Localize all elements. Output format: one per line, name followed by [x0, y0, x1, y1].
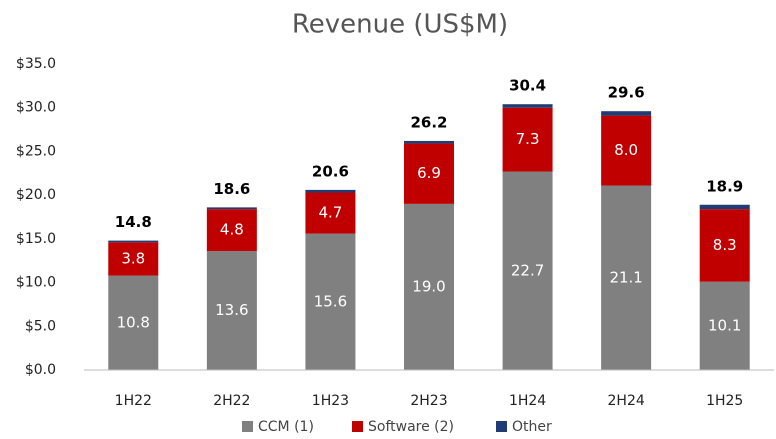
- data-label: 7.3: [516, 130, 540, 148]
- y-tick-label: $10.0: [16, 275, 56, 291]
- bar-segment: [601, 185, 652, 370]
- bar-segment: [699, 281, 750, 370]
- bar-segment: [502, 104, 553, 108]
- data-label: 10.8: [117, 313, 150, 331]
- total-label: 20.6: [312, 162, 349, 180]
- y-tick-label: $5.0: [25, 318, 56, 334]
- data-label: 21.1: [609, 268, 642, 286]
- data-label: 4.7: [318, 204, 342, 222]
- bar-segment: [305, 233, 356, 370]
- bar-segment: [404, 140, 454, 144]
- bar-segment: [601, 111, 652, 116]
- data-label: 13.6: [215, 301, 248, 319]
- bar-segment: [404, 203, 454, 370]
- legend-label: CCM (1): [258, 419, 314, 435]
- bar-segment: [108, 240, 159, 243]
- x-tick-label: 1H22: [115, 393, 152, 409]
- total-label: 29.6: [608, 84, 645, 102]
- bar-segment: [108, 275, 159, 370]
- x-tick-label: 2H24: [608, 393, 645, 409]
- total-label: 30.4: [509, 77, 546, 95]
- x-tick-label: 1H24: [509, 393, 546, 409]
- bar-segment: [305, 192, 356, 234]
- bar-segment: [699, 204, 750, 210]
- bar-segment: [502, 107, 553, 172]
- legend-label: Software (2): [368, 419, 454, 435]
- data-label: 15.6: [314, 292, 347, 310]
- x-tick-label: 2H23: [410, 393, 447, 409]
- data-label: 4.8: [220, 221, 244, 239]
- chart-title: Revenue (US$M): [292, 10, 508, 40]
- bar-segment: [699, 209, 750, 282]
- bar-segment: [206, 207, 257, 210]
- data-label: 10.1: [708, 316, 741, 334]
- y-tick-label: $35.0: [16, 56, 56, 72]
- bar-segment: [108, 242, 159, 276]
- y-tick-label: $0.0: [25, 362, 56, 378]
- y-tick-label: $15.0: [16, 231, 56, 247]
- bar-segment: [502, 171, 553, 370]
- total-label: 18.6: [213, 180, 250, 198]
- legend-label: Other: [512, 419, 552, 435]
- data-label: 6.9: [417, 164, 441, 182]
- y-tick-label: $20.0: [16, 187, 56, 203]
- data-label: 8.3: [713, 236, 737, 254]
- y-tick-label: $25.0: [16, 143, 56, 159]
- total-label: 26.2: [410, 113, 447, 131]
- data-label: 8.0: [614, 141, 638, 159]
- legend-swatch: [496, 421, 507, 432]
- bar-segment: [305, 189, 356, 193]
- x-tick-label: 2H22: [213, 393, 250, 409]
- data-label: 22.7: [511, 261, 544, 279]
- total-label: 18.9: [706, 177, 743, 195]
- legend-swatch: [242, 421, 253, 432]
- x-tick-label: 1H25: [706, 393, 743, 409]
- bar-segment: [404, 143, 454, 204]
- bar-segment: [601, 115, 652, 186]
- data-label: 3.8: [121, 249, 145, 267]
- legend-swatch: [352, 421, 363, 432]
- x-tick-label: 1H23: [312, 393, 349, 409]
- bar-segment: [206, 251, 257, 370]
- total-label: 14.8: [115, 213, 152, 231]
- y-tick-label: $30.0: [16, 100, 56, 116]
- data-label: 19.0: [412, 277, 445, 295]
- bar-segment: [206, 209, 257, 252]
